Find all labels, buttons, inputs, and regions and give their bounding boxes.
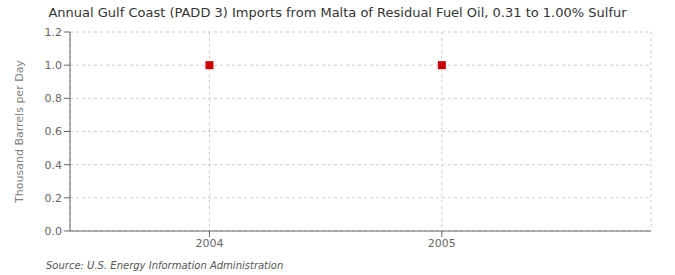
svg-text:0.2: 0.2 (45, 192, 63, 205)
svg-text:0.8: 0.8 (45, 92, 63, 105)
html-text:Source: U.S. Energy Informatio: Source: U.S. Energy Information Administ… (46, 260, 284, 271)
svg-text:0.6: 0.6 (45, 125, 63, 138)
svg-text:0.0: 0.0 (45, 225, 63, 238)
svg-text:2005: 2005 (428, 237, 456, 250)
html-text:Annual Gulf Coast (PADD 3) Imp: Annual Gulf Coast (PADD 3) Imports from … (48, 5, 627, 20)
svg-text:Thousand Barrels per Day: Thousand Barrels per Day (13, 60, 26, 204)
svg-text:1.2: 1.2 (45, 26, 63, 39)
svg-text:2004: 2004 (195, 237, 223, 250)
svg-text:0.4: 0.4 (45, 159, 63, 172)
svg-text:1.0: 1.0 (45, 59, 63, 72)
